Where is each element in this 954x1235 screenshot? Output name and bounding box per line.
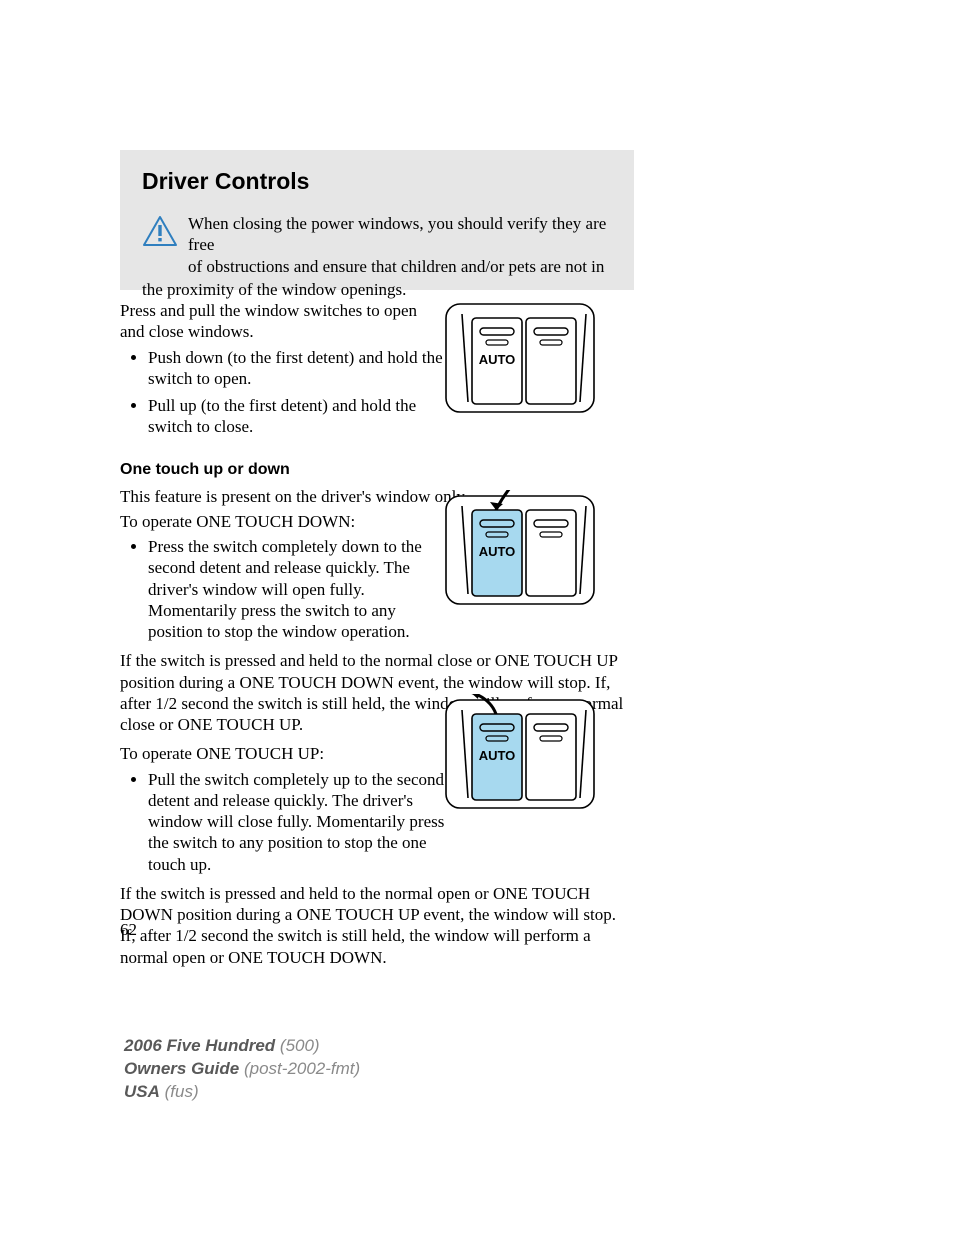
up-bullets: Pull the switch completely up to the sec… xyxy=(120,769,448,875)
list-item: Press the switch completely down to the … xyxy=(148,536,448,642)
footer-l3-bold: USA xyxy=(124,1082,160,1101)
footer-line3: USA (fus) xyxy=(124,1081,360,1104)
list-item: Push down (to the first detent) and hold… xyxy=(148,347,448,390)
warning-line2: of obstructions and ensure that children… xyxy=(188,257,604,276)
figure-switch-down: AUTO xyxy=(440,490,600,615)
footer-line1: 2006 Five Hundred (500) xyxy=(124,1035,360,1058)
header-band: Driver Controls When closing the power w… xyxy=(120,150,634,290)
subheading: One touch up or down xyxy=(120,460,630,480)
footer: 2006 Five Hundred (500) Owners Guide (po… xyxy=(124,1035,360,1104)
warning-icon xyxy=(142,215,178,247)
figure-switch-plain: AUTO xyxy=(440,298,600,423)
down-bullets: Press the switch completely down to the … xyxy=(120,536,448,642)
footer-l2-plain: (post-2002-fmt) xyxy=(244,1059,360,1078)
page: Driver Controls When closing the power w… xyxy=(0,0,954,1235)
up-after: If the switch is pressed and held to the… xyxy=(120,883,630,968)
warning-line1: When closing the power windows, you shou… xyxy=(188,214,606,254)
intro-para: Press and pull the window switches to op… xyxy=(120,300,420,343)
auto-label: AUTO xyxy=(479,352,516,367)
warning-text-top: When closing the power windows, you shou… xyxy=(188,213,612,277)
footer-line2: Owners Guide (post-2002-fmt) xyxy=(124,1058,360,1081)
auto-label: AUTO xyxy=(479,748,516,763)
auto-label: AUTO xyxy=(479,544,516,559)
warning-block: When closing the power windows, you shou… xyxy=(142,213,612,277)
footer-l3-plain: (fus) xyxy=(165,1082,199,1101)
warning-line3: the proximity of the window openings. xyxy=(142,279,612,300)
section-title: Driver Controls xyxy=(142,168,612,195)
page-number: 62 xyxy=(120,920,137,940)
footer-l1-bold: 2006 Five Hundred xyxy=(124,1036,275,1055)
footer-l2-bold: Owners Guide xyxy=(124,1059,239,1078)
list-item: Pull the switch completely up to the sec… xyxy=(148,769,448,875)
list-item: Pull up (to the first detent) and hold t… xyxy=(148,395,448,438)
intro-bullets: Push down (to the first detent) and hold… xyxy=(120,347,448,438)
figure-switch-up: AUTO xyxy=(440,694,600,819)
footer-l1-plain: (500) xyxy=(280,1036,320,1055)
